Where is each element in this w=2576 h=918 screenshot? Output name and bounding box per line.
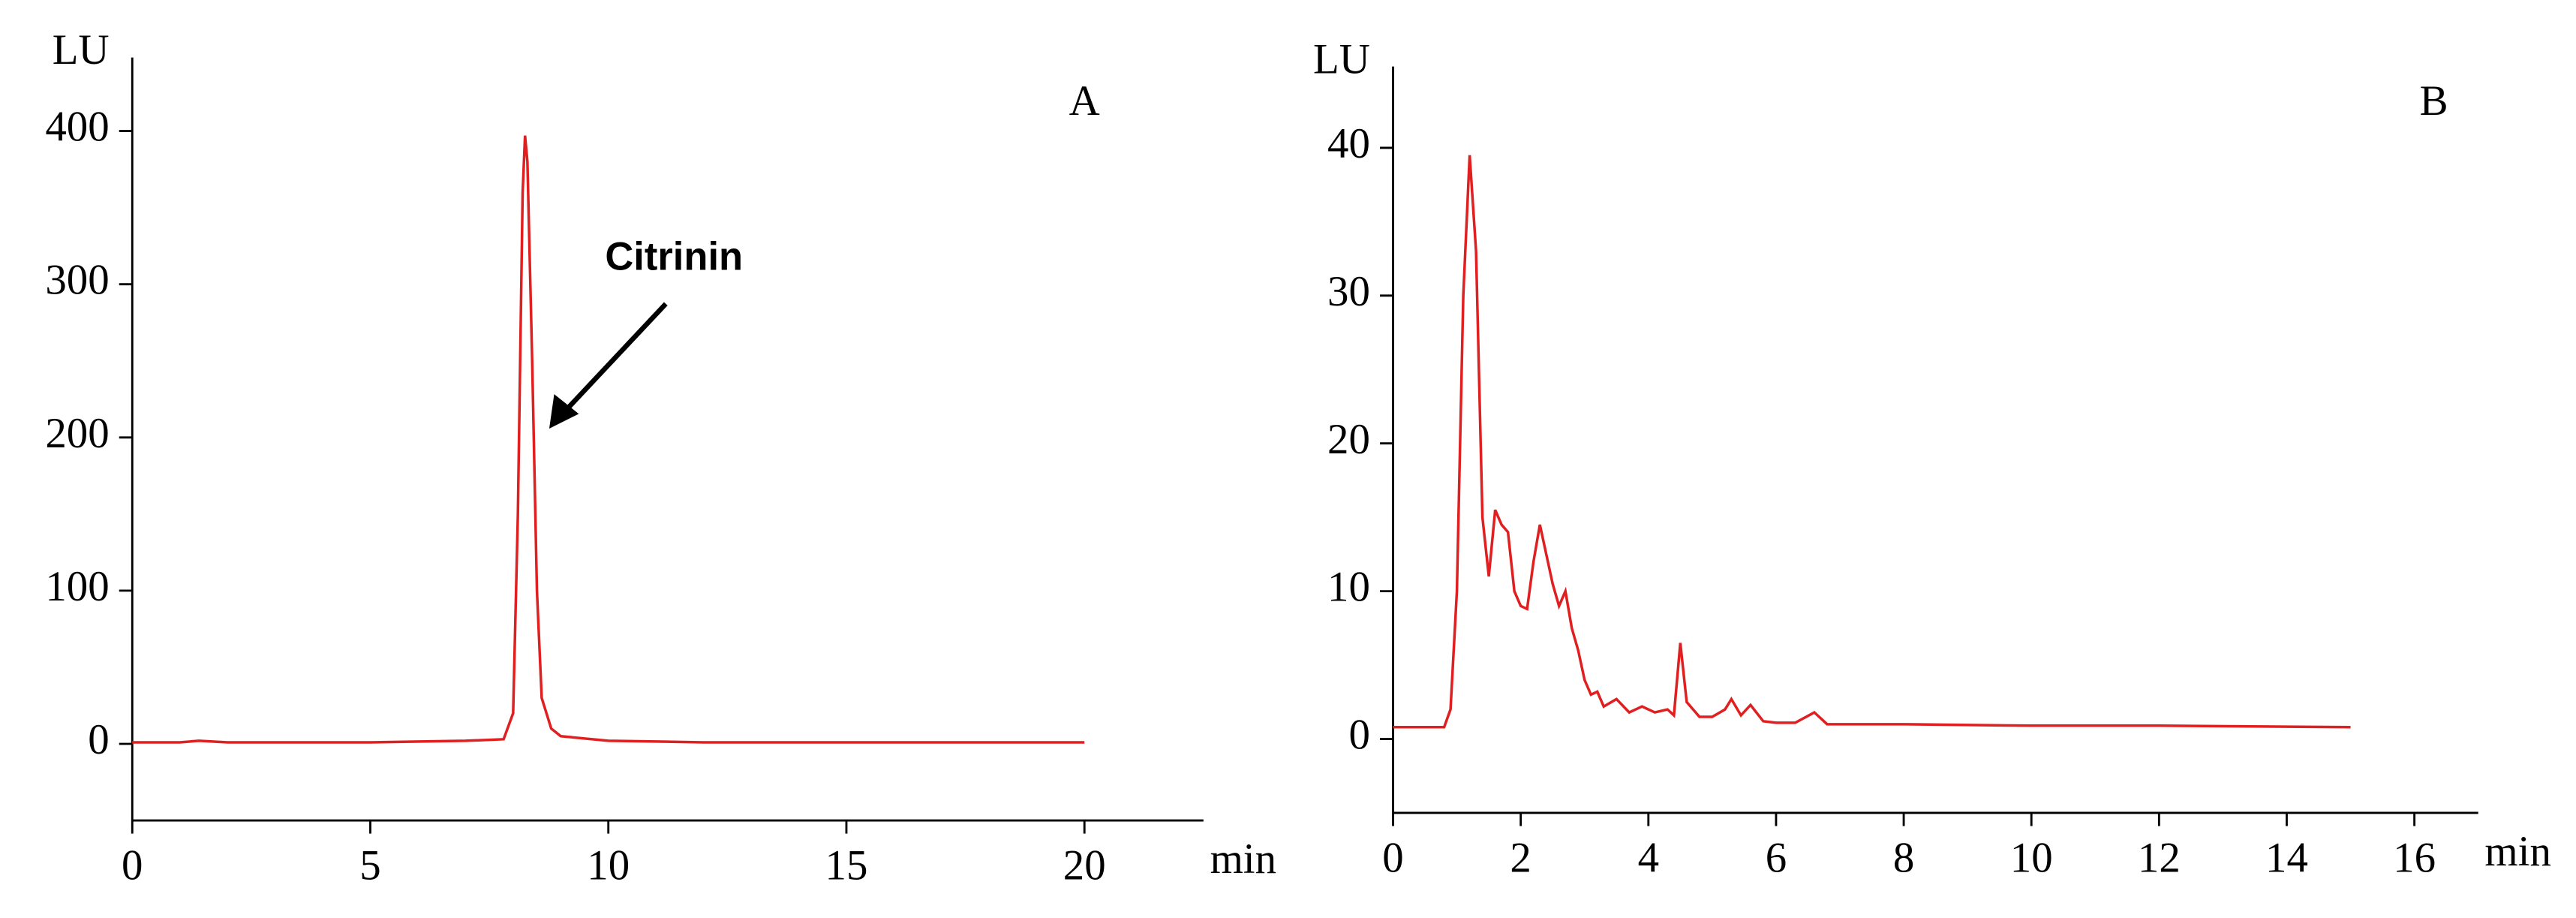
arrow-head bbox=[549, 394, 579, 429]
y-tick-label: 40 bbox=[1327, 120, 1370, 167]
x-tick-label: 5 bbox=[359, 842, 380, 889]
y-axis-label: LU bbox=[53, 26, 110, 74]
y-tick-label: 300 bbox=[45, 257, 109, 304]
y-tick-label: 20 bbox=[1327, 416, 1370, 463]
x-tick-label: 2 bbox=[1510, 835, 1531, 882]
annotation-arrow bbox=[562, 302, 668, 414]
y-tick-label: 0 bbox=[1348, 712, 1369, 759]
x-tick-label: 20 bbox=[1063, 842, 1106, 889]
x-tick-label: 4 bbox=[1638, 835, 1659, 882]
x-axis-label: min bbox=[1210, 835, 1276, 883]
y-tick-label: 200 bbox=[45, 410, 109, 457]
y-tick-label: 10 bbox=[1327, 564, 1370, 611]
x-axis-label: min bbox=[2484, 828, 2550, 875]
x-tick-label: 15 bbox=[825, 842, 868, 889]
x-tick-label: 10 bbox=[2010, 835, 2053, 882]
x-tick-label: 12 bbox=[2138, 835, 2181, 882]
annotation: Citrinin bbox=[605, 235, 743, 279]
x-tick-label: 14 bbox=[2265, 835, 2308, 882]
x-tick-label: 8 bbox=[1893, 835, 1914, 882]
x-tick-label: 0 bbox=[122, 842, 143, 889]
y-tick-label: 30 bbox=[1327, 268, 1370, 315]
y-tick-label: 0 bbox=[88, 716, 109, 763]
x-tick-label: 16 bbox=[2393, 835, 2436, 882]
panel-label: A bbox=[1069, 77, 1100, 125]
y-tick-label: 400 bbox=[45, 104, 109, 151]
y-tick-label: 100 bbox=[45, 563, 109, 610]
line-series bbox=[132, 135, 1085, 744]
panel-label: B bbox=[2420, 77, 2448, 125]
x-tick-label: 10 bbox=[587, 842, 630, 889]
x-tick-label: 6 bbox=[1766, 835, 1787, 882]
x-tick-label: 0 bbox=[1382, 835, 1403, 882]
y-axis-label: LU bbox=[1313, 35, 1370, 83]
line-series bbox=[1393, 155, 2351, 729]
